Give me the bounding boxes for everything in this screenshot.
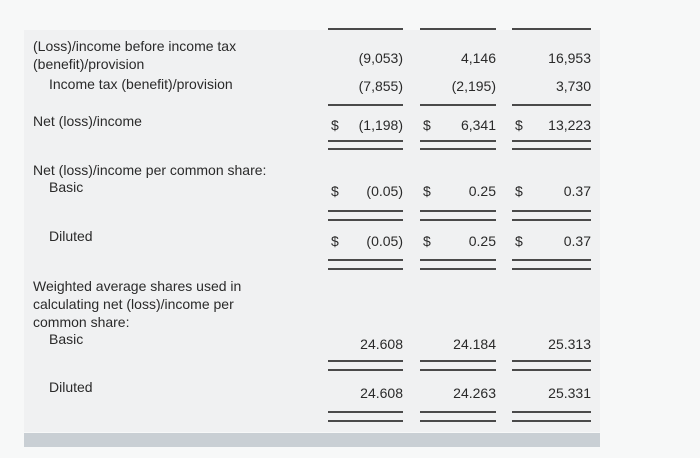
currency-sign: $: [515, 183, 523, 199]
underline: [420, 369, 496, 371]
currency-sign: $: [423, 233, 431, 249]
table-background: [24, 30, 600, 432]
underline: [420, 360, 496, 362]
underline: [420, 148, 496, 150]
underline: [512, 148, 591, 150]
underline: [512, 28, 591, 30]
currency-sign: $: [331, 117, 339, 133]
underline: [512, 411, 591, 413]
amount: (2,195): [451, 78, 496, 94]
amount: 0.37: [563, 183, 591, 199]
row-label: (Loss)/income before income tax: [33, 38, 237, 54]
amount: 4,146: [460, 50, 496, 66]
currency-sign: $: [515, 117, 523, 133]
underline: [420, 219, 496, 221]
amount: 16,953: [548, 50, 591, 66]
underline: [328, 420, 403, 422]
amount: 13,223: [548, 117, 591, 133]
amount: 0.25: [468, 183, 496, 199]
currency-sign: $: [423, 183, 431, 199]
amount: 0.37: [563, 233, 591, 249]
amount: (0.05): [366, 183, 403, 199]
amount: (9,053): [358, 50, 403, 66]
amount: (1,198): [358, 117, 403, 133]
underline: [512, 360, 591, 362]
underline: [328, 210, 403, 212]
amount: 24.608: [360, 385, 403, 401]
amount: 24.184: [453, 336, 496, 352]
underline: [328, 28, 403, 30]
underline: [420, 140, 496, 142]
currency-sign: $: [515, 233, 523, 249]
row-label: Net (loss)/income: [33, 113, 142, 129]
underline: [512, 219, 591, 221]
underline: [328, 411, 403, 413]
underline: [420, 28, 496, 30]
underline: [512, 420, 591, 422]
underline: [328, 259, 403, 261]
underline: [420, 259, 496, 261]
row-label: Diluted: [49, 228, 93, 244]
underline: [328, 268, 403, 270]
amount: (7,855): [358, 78, 403, 94]
underline: [328, 148, 403, 150]
underline: [328, 104, 403, 106]
underline: [512, 104, 591, 106]
amount: 6,341: [460, 117, 496, 133]
amount: (0.05): [366, 233, 403, 249]
row-label: Weighted average shares used in: [33, 278, 242, 294]
underline: [512, 268, 591, 270]
amount: 24.608: [360, 336, 403, 352]
row-label: Basic: [49, 179, 84, 195]
row-label: Basic: [49, 331, 84, 347]
bottom-band: [24, 433, 600, 447]
row-label: calculating net (loss)/income per: [33, 296, 234, 312]
row-label: Net (loss)/income per common share:: [33, 162, 267, 178]
underline: [328, 369, 403, 371]
underline: [512, 140, 591, 142]
underline: [420, 104, 496, 106]
amount: 3,730: [555, 78, 591, 94]
underline: [420, 210, 496, 212]
underline: [420, 268, 496, 270]
currency-sign: $: [331, 183, 339, 199]
underline: [420, 411, 496, 413]
underline: [420, 420, 496, 422]
underline: [512, 259, 591, 261]
underline: [512, 210, 591, 212]
row-label: (benefit)/provision: [33, 56, 145, 72]
currency-sign: $: [423, 117, 431, 133]
underline: [328, 219, 403, 221]
amount: 25.313: [548, 336, 591, 352]
amount: 24.263: [453, 385, 496, 401]
amount: 25.331: [548, 385, 591, 401]
row-label: Diluted: [49, 379, 93, 395]
underline: [328, 140, 403, 142]
row-label: Income tax (benefit)/provision: [49, 76, 233, 92]
currency-sign: $: [331, 233, 339, 249]
amount: 0.25: [468, 233, 496, 249]
row-label: common share:: [33, 314, 130, 330]
underline: [512, 369, 591, 371]
underline: [328, 360, 403, 362]
